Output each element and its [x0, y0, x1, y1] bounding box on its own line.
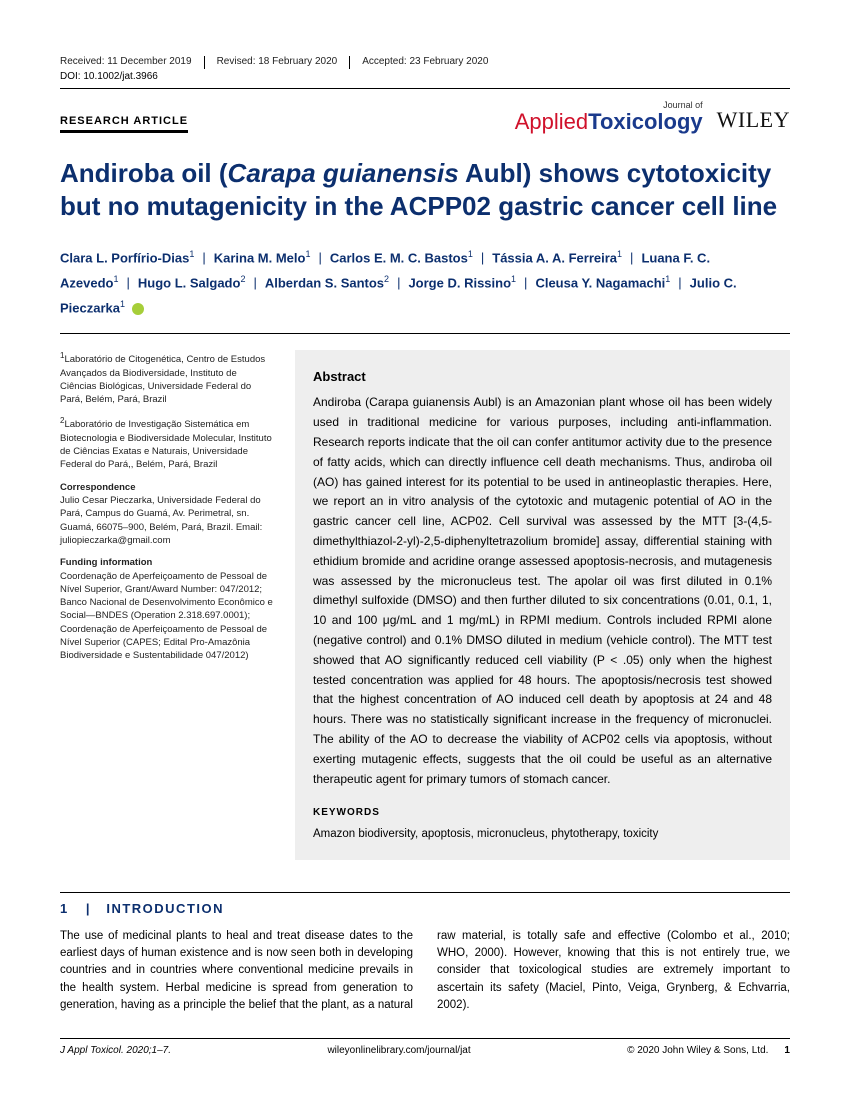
abstract-box: Abstract Andiroba (Carapa guianensis Aub… [295, 350, 790, 860]
section-sep: | [86, 901, 91, 916]
correspondence-text: Julio Cesar Pieczarka, Universidade Fede… [60, 495, 262, 546]
accepted-date: Accepted: 23 February 2020 [362, 56, 500, 69]
section-heading: 1 | INTRODUCTION [60, 892, 790, 916]
journal-word-toxicology: Toxicology [588, 109, 703, 134]
article-type-label: RESEARCH ARTICLE [60, 115, 188, 133]
title-species: Carapa guianensis [228, 158, 459, 188]
body-text: The use of medicinal plants to heal and … [60, 928, 790, 1014]
top-bar: RESEARCH ARTICLE Journal of AppliedToxic… [60, 101, 790, 133]
author-list: Clara L. Porfírio-Dias1|Karina M. Melo1|… [60, 246, 790, 334]
article-dates: Received: 11 December 2019 Revised: 18 F… [60, 56, 790, 69]
correspondence-label: Correspondence [60, 482, 136, 493]
revised-date: Revised: 18 February 2020 [217, 56, 351, 69]
affiliation-2: 2Laboratório de Investigação Sistemática… [60, 415, 275, 471]
section-number: 1 [60, 901, 69, 916]
keywords-list: Amazon biodiversity, apoptosis, micronuc… [313, 825, 772, 844]
footer-copyright: © 2020 John Wiley & Sons, Ltd. [627, 1045, 768, 1056]
page-footer: J Appl Toxicol. 2020;1–7. wileyonlinelib… [60, 1038, 790, 1056]
abstract-text: Andiroba (Carapa guianensis Aubl) is an … [313, 395, 772, 785]
keywords-heading: KEYWORDS [313, 805, 772, 822]
doi: DOI: 10.1002/jat.3966 [60, 71, 790, 89]
footer-citation: J Appl Toxicol. 2020;1–7. [60, 1045, 171, 1056]
affiliation-1: 1Laboratório de Citogenética, Centro de … [60, 350, 275, 406]
title-pre: Andiroba oil ( [60, 158, 228, 188]
journal-logos: Journal of AppliedToxicology WILEY [515, 101, 790, 133]
journal-logo: Journal of AppliedToxicology [515, 101, 703, 133]
mid-section: 1Laboratório de Citogenética, Centro de … [60, 350, 790, 860]
publisher-logo: WILEY [717, 107, 790, 133]
article-title: Andiroba oil (Carapa guianensis Aubl) sh… [60, 157, 790, 222]
abstract-heading: Abstract [313, 366, 772, 387]
footer-url[interactable]: wileyonlinelibrary.com/journal/jat [327, 1045, 470, 1056]
journal-word-applied: Applied [515, 109, 588, 134]
funding-label: Funding information [60, 557, 152, 568]
received-date: Received: 11 December 2019 [60, 56, 205, 69]
funding-text: Coordenação de Aperfeiçoamento de Pessoa… [60, 571, 273, 662]
page-number: 1 [784, 1045, 790, 1056]
affiliations-column: 1Laboratório de Citogenética, Centro de … [60, 350, 275, 860]
section-title: INTRODUCTION [106, 901, 224, 916]
